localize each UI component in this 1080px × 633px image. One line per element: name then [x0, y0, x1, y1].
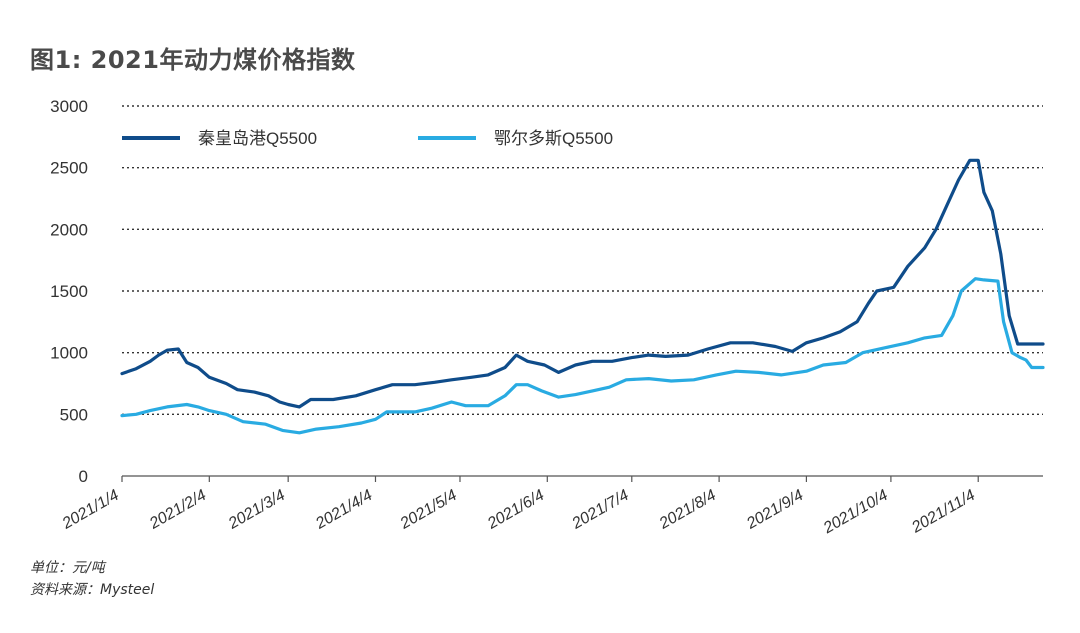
x-tick-label: 2021/2/4 — [146, 487, 209, 533]
x-tick-label: 2021/5/4 — [397, 487, 460, 533]
chart-title: 图1: 2021年动力煤价格指数 — [30, 46, 356, 74]
y-tick-label: 1500 — [50, 282, 88, 301]
axis-layer: 0 500 1000 1500 2000 2500 3000 2021/1/4 2021/2/4… — [50, 97, 1043, 538]
grid-layer — [122, 105, 1043, 416]
y-tick-label: 3000 — [50, 97, 88, 116]
y-tick-label: 2500 — [50, 159, 88, 178]
x-tick-label: 2021/4/4 — [312, 487, 375, 533]
x-tick-label: 2021/10/4 — [820, 487, 891, 538]
x-tick-label: 2021/8/4 — [656, 487, 719, 533]
legend: 秦皇岛港Q5500 鄂尔多斯Q5500 — [122, 129, 613, 148]
x-tick-label: 2021/3/4 — [225, 487, 288, 533]
legend-label-1: 秦皇岛港Q5500 — [198, 129, 317, 148]
x-tick-label: 2021/1/4 — [59, 487, 122, 533]
series-line-1 — [120, 158, 1045, 409]
y-tick-label: 1000 — [50, 344, 88, 363]
y-tick-label: 0 — [79, 467, 88, 486]
x-tick-label: 2021/6/4 — [484, 487, 547, 533]
legend-label-2: 鄂尔多斯Q5500 — [494, 129, 613, 148]
series-layer — [120, 158, 1045, 435]
x-tick-label: 2021/9/4 — [743, 487, 806, 533]
x-tick-label: 2021/11/4 — [908, 487, 978, 537]
series-line-2 — [120, 277, 1045, 435]
source-note: 资料来源：Mysteel — [30, 582, 155, 598]
y-tick-label: 500 — [60, 405, 88, 424]
unit-note: 单位：元/吨 — [30, 560, 105, 576]
y-tick-label: 2000 — [50, 220, 88, 239]
x-tick-label: 2021/7/4 — [568, 487, 631, 533]
